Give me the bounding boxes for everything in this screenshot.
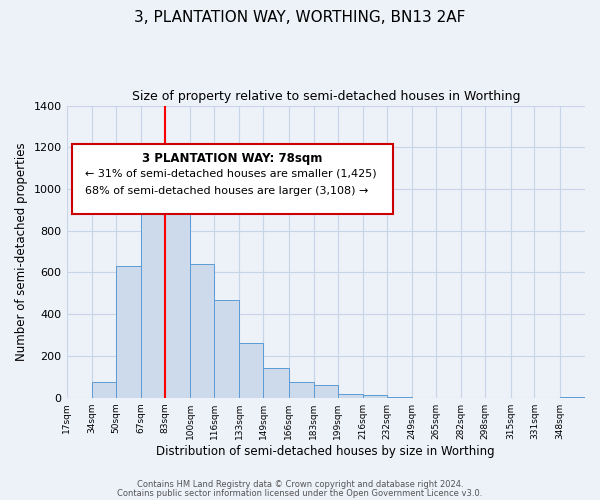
Bar bbox=[239, 344, 263, 398]
Bar bbox=[289, 382, 314, 398]
Y-axis label: Number of semi-detached properties: Number of semi-detached properties bbox=[15, 142, 28, 361]
Text: 3 PLANTATION WAY: 78sqm: 3 PLANTATION WAY: 78sqm bbox=[142, 152, 323, 166]
Title: Size of property relative to semi-detached houses in Worthing: Size of property relative to semi-detach… bbox=[131, 90, 520, 103]
Text: 68% of semi-detached houses are larger (3,108) →: 68% of semi-detached houses are larger (… bbox=[85, 186, 368, 196]
Text: Contains public sector information licensed under the Open Government Licence v3: Contains public sector information licen… bbox=[118, 488, 482, 498]
FancyBboxPatch shape bbox=[72, 144, 393, 214]
Bar bbox=[116, 266, 141, 398]
Text: Contains HM Land Registry data © Crown copyright and database right 2024.: Contains HM Land Registry data © Crown c… bbox=[137, 480, 463, 489]
Bar bbox=[190, 264, 214, 398]
Bar bbox=[560, 396, 585, 398]
Bar bbox=[387, 396, 412, 398]
X-axis label: Distribution of semi-detached houses by size in Worthing: Distribution of semi-detached houses by … bbox=[157, 444, 495, 458]
Bar bbox=[338, 394, 363, 398]
Bar bbox=[92, 382, 116, 398]
Text: ← 31% of semi-detached houses are smaller (1,425): ← 31% of semi-detached houses are smalle… bbox=[85, 168, 376, 178]
Bar bbox=[165, 164, 190, 398]
Bar bbox=[363, 394, 387, 398]
Bar bbox=[214, 300, 239, 398]
Bar bbox=[314, 385, 338, 398]
Text: 3, PLANTATION WAY, WORTHING, BN13 2AF: 3, PLANTATION WAY, WORTHING, BN13 2AF bbox=[134, 10, 466, 25]
Bar bbox=[263, 368, 289, 398]
Bar bbox=[141, 168, 165, 398]
